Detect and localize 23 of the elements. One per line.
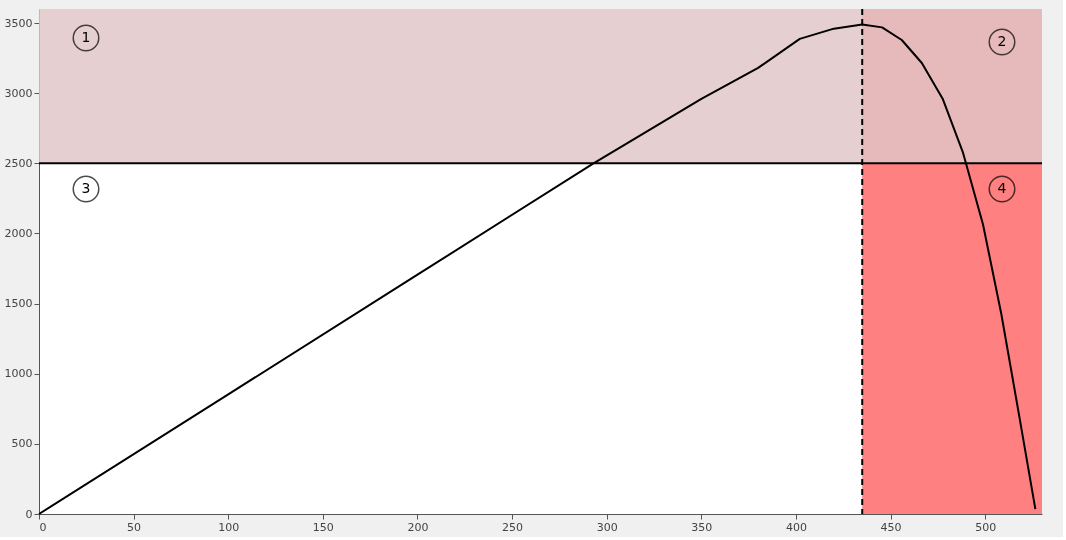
y-tick-label: 1500 — [4, 297, 33, 311]
x-tick-label: 100 — [218, 520, 240, 534]
y-tick-label: 3500 — [4, 16, 33, 30]
x-tick-label: 300 — [596, 520, 618, 534]
y-tick-label: 1000 — [4, 367, 33, 381]
annotation: 4 — [997, 180, 1007, 196]
annotation: 1 — [81, 29, 91, 45]
x-tick-label: 150 — [312, 520, 334, 534]
x-tick-label: 250 — [502, 520, 524, 534]
annotation: 3 — [81, 180, 91, 196]
y-tick-label: 2500 — [4, 156, 33, 170]
x-tick-label: 0 — [39, 520, 47, 534]
x-tick-label: 400 — [785, 520, 807, 534]
x-tick-label: 350 — [691, 520, 713, 534]
x-tick-label: 450 — [880, 520, 902, 534]
y-tick-label: 2000 — [4, 226, 33, 240]
y-tick-label: 500 — [11, 437, 33, 451]
annotation: 2 — [997, 33, 1007, 49]
x-tick-label: 50 — [127, 520, 142, 534]
x-tick-label: 500 — [975, 520, 997, 534]
y-tick-label: 0 — [25, 507, 33, 521]
x-tick-label: 200 — [407, 520, 429, 534]
y-tick-label: 3000 — [4, 86, 33, 100]
